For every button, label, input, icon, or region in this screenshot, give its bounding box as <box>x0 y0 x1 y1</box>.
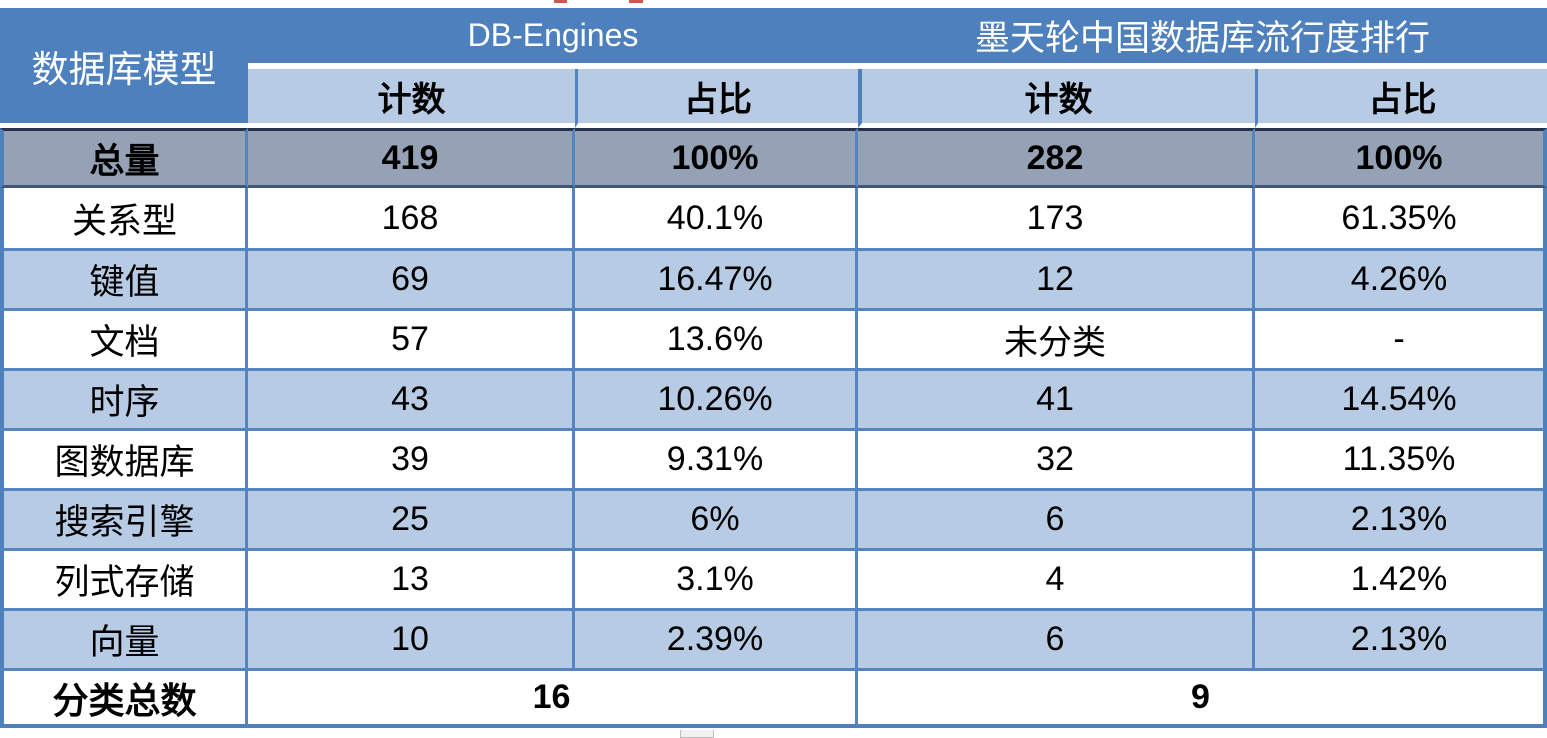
cell-value: 6% <box>575 488 858 548</box>
cell-value: 32 <box>858 428 1255 488</box>
row-label: 分类总数 <box>0 668 248 728</box>
table-row: 列式存储 13 3.1% 4 1.42% <box>0 548 1547 608</box>
table-row: 文档 57 13.6% 未分类 - <box>0 308 1547 368</box>
cell-value: 2.13% <box>1255 608 1547 668</box>
cell-value: 9.31% <box>575 428 858 488</box>
cell-value: 12 <box>858 248 1255 308</box>
cell-value: 2.39% <box>575 608 858 668</box>
cell-value: 9 <box>858 668 1547 728</box>
cell-value: 11.35% <box>1255 428 1547 488</box>
cell-value: 69 <box>248 248 575 308</box>
sub-header-row: 计数 占比 计数 占比 <box>0 69 1547 128</box>
cell-value: 3.1% <box>575 548 858 608</box>
col-header-count: 计数 <box>858 69 1255 128</box>
cell-value: 13.6% <box>575 308 858 368</box>
row-label: 关系型 <box>0 188 248 248</box>
group-header-row: 数据库模型 DB-Engines 墨天轮中国数据库流行度排行 <box>0 8 1547 128</box>
cell-value: 61.35% <box>1255 188 1547 248</box>
row-label: 向量 <box>0 608 248 668</box>
cell-value: 6 <box>858 488 1255 548</box>
row-label: 文档 <box>0 308 248 368</box>
group-header-db-engines: DB-Engines <box>248 8 858 70</box>
cell-value: 100% <box>575 128 858 188</box>
scrollbar-fragment <box>680 730 714 738</box>
row-label: 时序 <box>0 368 248 428</box>
table-row: 键值 69 16.47% 12 4.26% <box>0 248 1547 308</box>
cell-value: 43 <box>248 368 575 428</box>
table-row: 图数据库 39 9.31% 32 11.35% <box>0 428 1547 488</box>
col-header-count: 计数 <box>248 69 575 128</box>
total-row: 总量 419 100% 282 100% <box>0 128 1547 188</box>
cell-value: 16 <box>248 668 858 728</box>
cell-value: 173 <box>858 188 1255 248</box>
cell-value: 14.54% <box>1255 368 1547 428</box>
cell-value: 13 <box>248 548 575 608</box>
cell-value: 4.26% <box>1255 248 1547 308</box>
row-label: 总量 <box>0 128 248 188</box>
database-model-comparison-table: 数据库模型 DB-Engines 墨天轮中国数据库流行度排行 计数 占比 计数 … <box>0 8 1547 728</box>
cell-value: - <box>1255 308 1547 368</box>
row-label: 搜索引擎 <box>0 488 248 548</box>
cell-value: 100% <box>1255 128 1547 188</box>
corner-header-cell: 数据库模型 <box>0 8 248 128</box>
row-label: 列式存储 <box>0 548 248 608</box>
cell-value: 41 <box>858 368 1255 428</box>
cell-value: 16.47% <box>575 248 858 308</box>
cell-value: 419 <box>248 128 575 188</box>
cropped-text-artifact <box>554 0 567 3</box>
cell-value: 25 <box>248 488 575 548</box>
table-row: 时序 43 10.26% 41 14.54% <box>0 368 1547 428</box>
cell-value: 40.1% <box>575 188 858 248</box>
table-row: 向量 10 2.39% 6 2.13% <box>0 608 1547 668</box>
cell-value: 57 <box>248 308 575 368</box>
cell-value: 未分类 <box>858 308 1255 368</box>
cell-value: 1.42% <box>1255 548 1547 608</box>
table-row: 搜索引擎 25 6% 6 2.13% <box>0 488 1547 548</box>
col-header-share: 占比 <box>1255 69 1547 128</box>
cell-value: 10 <box>248 608 575 668</box>
col-header-share: 占比 <box>575 69 858 128</box>
row-label: 键值 <box>0 248 248 308</box>
cell-value: 4 <box>858 548 1255 608</box>
group-header-motianlun: 墨天轮中国数据库流行度排行 <box>858 8 1547 70</box>
cell-value: 282 <box>858 128 1255 188</box>
category-total-row: 分类总数 16 9 <box>0 668 1547 728</box>
cell-value: 10.26% <box>575 368 858 428</box>
row-label: 图数据库 <box>0 428 248 488</box>
cropped-text-artifact <box>629 0 643 3</box>
cell-value: 2.13% <box>1255 488 1547 548</box>
table-row: 关系型 168 40.1% 173 61.35% <box>0 188 1547 248</box>
cell-value: 39 <box>248 428 575 488</box>
cell-value: 6 <box>858 608 1255 668</box>
cell-value: 168 <box>248 188 575 248</box>
